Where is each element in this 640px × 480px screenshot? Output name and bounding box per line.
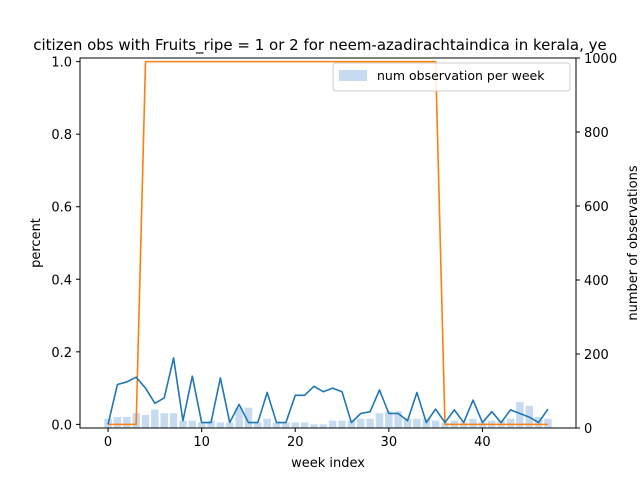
bar — [216, 422, 225, 428]
y2-tick-label: 0 — [584, 422, 592, 437]
y2-axis-label: number of observations — [626, 165, 640, 320]
bar — [254, 422, 262, 428]
y-tick-label: 1.0 — [51, 56, 72, 71]
bar — [160, 413, 168, 428]
x-tick-label: 0 — [104, 435, 112, 450]
bar — [244, 407, 253, 428]
series-line — [108, 60, 548, 426]
bar — [506, 418, 515, 428]
legend-box — [332, 62, 571, 92]
bar — [478, 422, 487, 428]
x-tick-label: 20 — [287, 435, 304, 450]
bar — [441, 422, 449, 428]
x-tick-label: 30 — [381, 435, 398, 450]
bar — [459, 422, 468, 428]
bar — [123, 416, 131, 428]
bar — [169, 413, 178, 428]
bar — [375, 413, 384, 428]
y-axis-right: 0 200 400 600 800 1000 — [576, 52, 617, 437]
y2-tick-label: 600 — [584, 200, 609, 215]
x-tick-label: 40 — [474, 435, 491, 450]
y-tick-label: 0.8 — [51, 128, 72, 143]
legend-entry: num observation per week — [377, 68, 545, 83]
bar — [113, 416, 122, 428]
bar — [300, 422, 309, 428]
bar — [207, 420, 215, 428]
series-line — [107, 357, 549, 425]
bar — [319, 424, 328, 428]
bar — [310, 424, 318, 428]
plot-frame — [79, 57, 577, 429]
bar — [141, 415, 150, 428]
bar — [347, 420, 356, 428]
y-tick-label: 0.4 — [51, 273, 72, 288]
bar — [516, 402, 524, 428]
bar — [282, 422, 290, 428]
bar — [413, 418, 421, 428]
bar — [263, 418, 271, 428]
bar — [179, 420, 187, 428]
bar — [328, 420, 337, 428]
bar — [188, 420, 197, 428]
bar — [394, 411, 402, 428]
bar — [385, 411, 393, 428]
bar — [151, 409, 159, 428]
y2-tick-label: 400 — [584, 274, 609, 289]
x-axis-label: week index — [291, 456, 365, 471]
bar — [338, 420, 346, 428]
y-tick-label: 0.6 — [51, 201, 72, 216]
bar — [197, 422, 206, 428]
bar — [357, 418, 365, 428]
y-axis-label: percent — [29, 218, 44, 268]
x-axis: 0 10 20 30 40 — [104, 428, 491, 450]
bar — [291, 422, 299, 428]
y-tick-label: 0.2 — [51, 346, 72, 361]
y2-tick-label: 800 — [584, 126, 609, 141]
line-series — [107, 60, 549, 426]
chart-title: citizen obs with Fruits_ripe = 1 or 2 fo… — [33, 36, 606, 55]
bar — [422, 418, 431, 428]
bar — [366, 418, 374, 428]
bar — [544, 418, 552, 428]
x-tick-label: 10 — [193, 435, 210, 450]
bar — [235, 407, 243, 428]
bar — [403, 418, 412, 428]
bar — [272, 422, 281, 428]
bar — [431, 420, 440, 428]
y2-tick-label: 200 — [584, 348, 609, 363]
y2-tick-label: 1000 — [584, 52, 617, 67]
y-tick-label: 0.0 — [51, 418, 72, 433]
y-axis-left: 0.0 0.2 0.4 0.6 0.8 1.0 — [51, 56, 80, 433]
legend: num observation per week — [332, 62, 571, 92]
bar — [225, 422, 234, 428]
bar — [469, 418, 477, 428]
legend-swatch — [339, 70, 367, 81]
